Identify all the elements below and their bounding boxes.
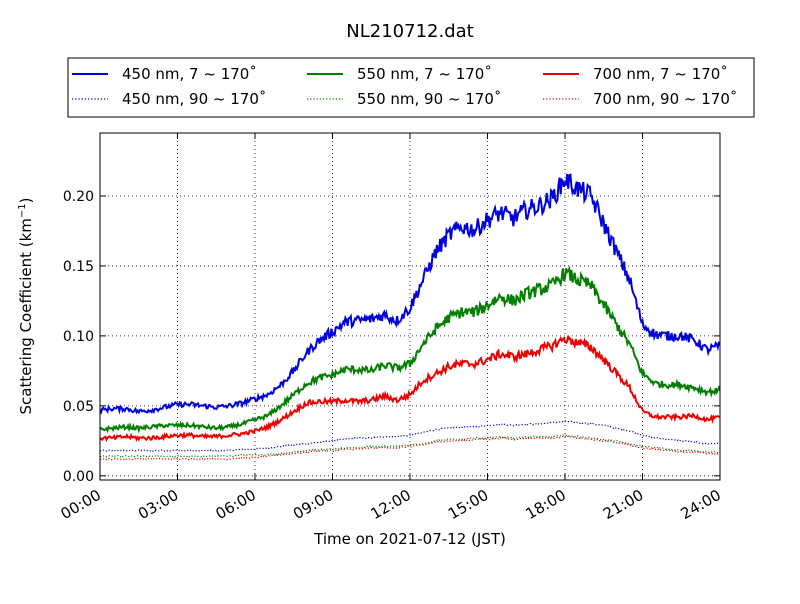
y-tick-label-0: 0.00 [63,469,94,485]
x-tick-label-4: 12:00 [368,486,414,523]
x-tick-label-1: 03:00 [135,486,181,523]
y-tick-label-4: 0.20 [63,189,94,205]
x-tick-label-2: 06:00 [213,486,259,523]
series-line-1 [100,265,720,434]
legend-label-5: 700 nm, 90 ~ 170˚ [593,90,737,108]
chart-title: NL210712.dat [346,21,473,42]
legend-label-1: 550 nm, 7 ~ 170˚ [357,65,492,83]
series-line-5 [100,435,720,461]
x-tick-label-7: 21:00 [600,486,646,523]
plot-area: 00:00 03:00 06:00 09:00 12:00 15:00 18:00 21:00… [58,132,724,523]
legend-label-0: 450 nm, 7 ~ 170˚ [122,65,257,83]
x-tick-label-3: 09:00 [290,486,336,523]
y-axis-label: Scattering Coefficient (km−1) [17,197,35,414]
series-line-4 [100,434,720,458]
y-tick-label-1: 0.05 [63,399,94,415]
legend-label-2: 700 nm, 7 ~ 170˚ [593,65,728,83]
series-line-3 [100,419,720,453]
x-tick-label-5: 15:00 [445,486,491,523]
series-group [100,173,720,461]
x-tick-label-0: 00:00 [58,486,104,523]
legend-box [67,57,755,118]
legend-label-3: 450 nm, 90 ~ 170˚ [122,90,266,108]
series-line-0 [100,173,720,415]
x-tick-label-8: 24:00 [678,486,724,523]
legend-label-4: 550 nm, 90 ~ 170˚ [357,90,501,108]
series-line-2 [100,335,720,442]
y-tick-label-2: 0.10 [63,329,94,345]
legend: 450 nm, 7 ~ 170˚ 550 nm, 7 ~ 170˚ 700 nm, … [67,57,755,118]
x-axis-label: Time on 2021-07-12 (JST) [313,530,506,548]
y-tick-label-3: 0.15 [63,259,94,275]
x-tick-label-6: 18:00 [523,486,569,523]
